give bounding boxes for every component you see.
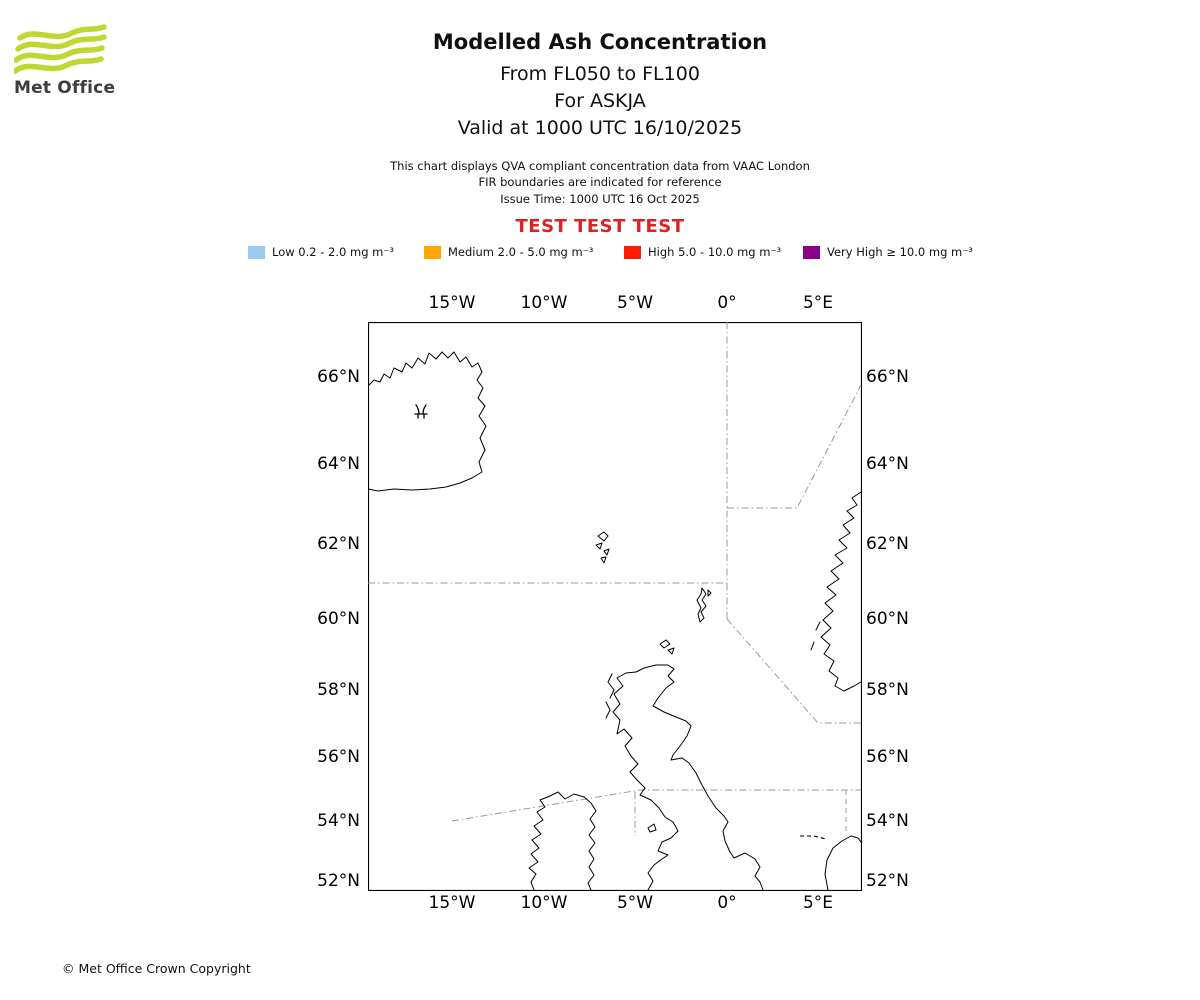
lon-label-bottom-10w: 10°W <box>520 893 568 913</box>
shetland-coast <box>696 587 712 623</box>
faroe-islands-coast <box>595 531 610 564</box>
volcano-subtitle: For ASKJA <box>554 90 646 112</box>
logo-waves-icon <box>14 24 107 74</box>
lon-label-bottom-15w: 15°W <box>428 893 476 913</box>
lat-label-left-52n: 52°N <box>317 871 360 891</box>
lat-label-right-64n: 64°N <box>866 454 909 474</box>
orkney-coast <box>659 639 675 655</box>
lon-label-bottom-0: 0° <box>717 893 737 913</box>
denmark-coast <box>824 835 862 891</box>
lat-label-left-56n: 56°N <box>317 747 360 767</box>
great-britain-coast <box>612 664 764 891</box>
lat-label-right-54n: 54°N <box>866 811 909 831</box>
coastlines <box>367 351 862 891</box>
legend-label-medium: Medium 2.0 - 5.0 mg m⁻³ <box>448 245 594 259</box>
lat-label-right-56n: 56°N <box>866 747 909 767</box>
lon-label-bottom-5e: 5°E <box>802 893 834 913</box>
qva-note: This chart displays QVA compliant concen… <box>390 159 810 173</box>
isle-of-man-coast <box>647 823 657 833</box>
fir-note: FIR boundaries are indicated for referen… <box>478 175 722 189</box>
logo-wordmark: Met Office <box>14 78 116 98</box>
legend-item-very-high: Very High ≥ 10.0 mg m⁻³ <box>803 244 973 260</box>
legend-swatch-very-high <box>803 245 820 259</box>
legend-swatch-medium <box>424 245 441 259</box>
dashed-boundary-southeast <box>800 835 827 840</box>
fir-60n-diagonal-boundary <box>726 618 861 724</box>
norway-coast <box>810 491 862 692</box>
lat-label-right-66n: 66°N <box>866 367 909 387</box>
lat-label-left-66n: 66°N <box>317 367 360 387</box>
lat-label-right-62n: 62°N <box>866 534 909 554</box>
map-canvas <box>367 321 863 892</box>
legend-label-low: Low 0.2 - 2.0 mg m⁻³ <box>272 245 395 259</box>
legend-item-high: High 5.0 - 10.0 mg m⁻³ <box>624 244 781 260</box>
lat-label-right-60n: 60°N <box>866 609 909 629</box>
legend-item-low: Low 0.2 - 2.0 mg m⁻³ <box>248 244 394 260</box>
iceland-coast <box>367 351 487 492</box>
lon-label-top-5w: 5°W <box>616 293 654 313</box>
fir-55n-boundary <box>451 789 861 822</box>
legend-swatch-high <box>624 245 641 259</box>
legend-label-high: High 5.0 - 10.0 mg m⁻³ <box>648 245 782 259</box>
hebrides-coast <box>605 673 615 719</box>
page-title: Modelled Ash Concentration <box>432 30 768 54</box>
lon-label-top-10w: 10°W <box>520 293 568 313</box>
lon-label-top-15w: 15°W <box>428 293 476 313</box>
lon-label-bottom-5w: 5°W <box>616 893 654 913</box>
met-office-logo: Met Office <box>14 24 124 98</box>
lat-label-left-64n: 64°N <box>317 454 360 474</box>
lat-label-right-52n: 52°N <box>866 871 909 891</box>
lat-label-left-54n: 54°N <box>317 811 360 831</box>
volcano-marker-icon <box>414 404 428 419</box>
issue-time: Issue Time: 1000 UTC 16 Oct 2025 <box>500 192 700 206</box>
test-banner: TEST TEST TEST <box>515 216 685 237</box>
fir-boundaries <box>368 322 862 836</box>
legend-swatch-low <box>248 245 265 259</box>
legend-label-very-high: Very High ≥ 10.0 mg m⁻³ <box>827 245 973 259</box>
ireland-coast <box>528 791 597 891</box>
lat-label-left-62n: 62°N <box>317 534 360 554</box>
lat-label-left-58n: 58°N <box>317 680 360 700</box>
lon-label-top-0: 0° <box>717 293 737 313</box>
copyright-notice: © Met Office Crown Copyright <box>62 961 251 976</box>
lat-label-left-60n: 60°N <box>317 609 360 629</box>
lat-label-right-58n: 58°N <box>866 680 909 700</box>
flight-level-subtitle: From FL050 to FL100 <box>500 63 700 85</box>
map <box>367 321 863 892</box>
valid-time-subtitle: Valid at 1000 UTC 16/10/2025 <box>457 117 743 139</box>
legend-item-medium: Medium 2.0 - 5.0 mg m⁻³ <box>424 244 593 260</box>
fir-63n-northeast-boundary <box>727 384 862 509</box>
map-frame <box>367 321 863 892</box>
lon-label-top-5e: 5°E <box>802 293 834 313</box>
